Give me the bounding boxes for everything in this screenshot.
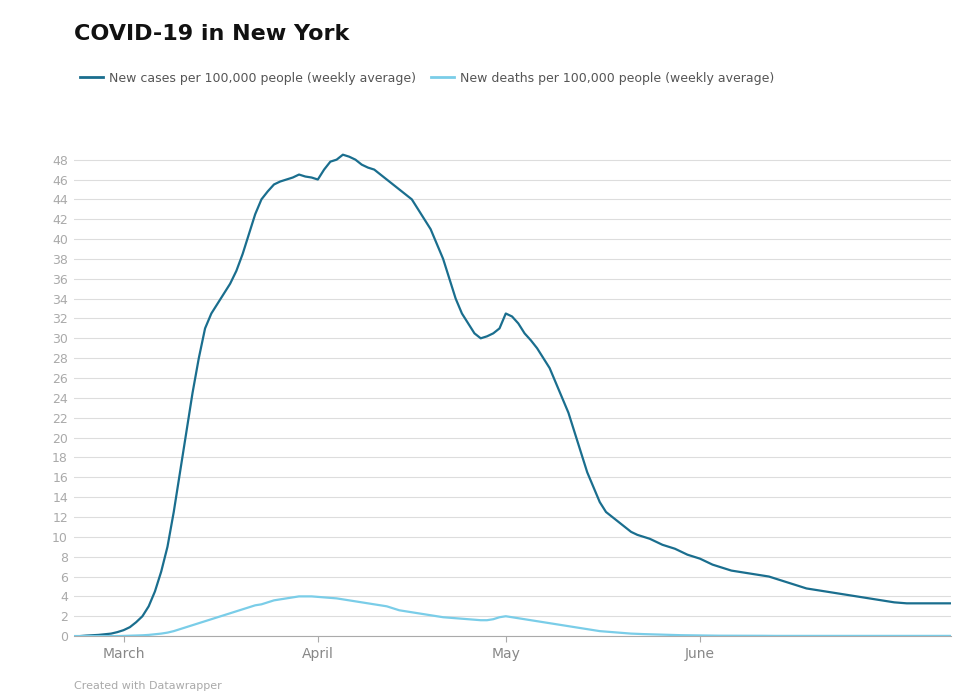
Legend: New cases per 100,000 people (weekly average), New deaths per 100,000 people (we: New cases per 100,000 people (weekly ave… — [75, 66, 779, 89]
Text: Created with Datawrapper: Created with Datawrapper — [74, 681, 221, 691]
Text: COVID-19 in New York: COVID-19 in New York — [74, 24, 349, 45]
